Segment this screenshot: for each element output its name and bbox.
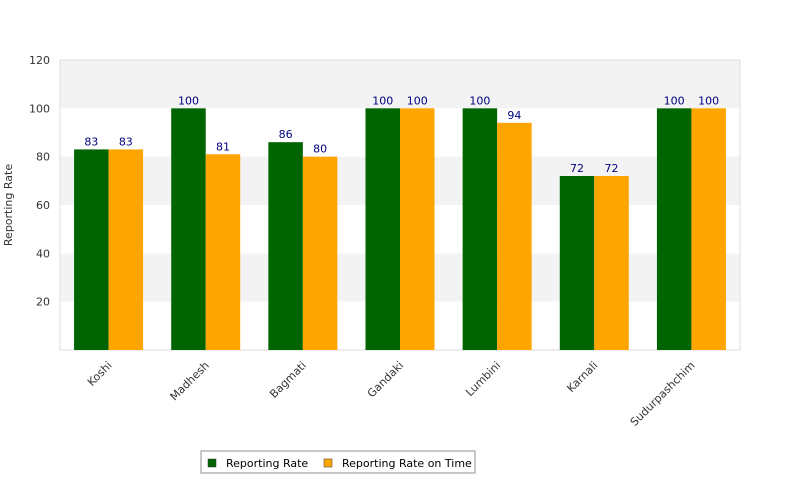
bar xyxy=(108,149,144,350)
bar xyxy=(171,108,206,350)
x-tick-label: Karnali xyxy=(564,359,600,395)
data-label: 100 xyxy=(178,94,199,107)
data-label: 100 xyxy=(407,94,428,107)
x-tick-label: Koshi xyxy=(85,359,115,389)
y-axis-ticks: 20 40 60 80 100 120 xyxy=(29,54,50,309)
data-label: 100 xyxy=(664,94,685,107)
x-axis-ticks: Koshi Madhesh Bagmati Gandaki Lumbini Karnali… xyxy=(85,359,698,429)
data-labels-group: 83 83 100 81 86 80 100 100 100 94 72 72 100 100 xyxy=(84,94,719,175)
bar xyxy=(497,122,532,350)
data-label: 80 xyxy=(313,143,327,156)
bar xyxy=(559,176,595,350)
y-tick-label: 120 xyxy=(29,54,50,67)
data-label: 83 xyxy=(119,135,133,148)
legend-box xyxy=(200,450,476,474)
bar xyxy=(400,108,435,350)
bar xyxy=(302,156,338,350)
data-label: 81 xyxy=(216,140,230,153)
bar xyxy=(656,108,692,350)
legend: Reporting Rate Reporting Rate on Time xyxy=(200,450,476,474)
x-tick-label: Bagmati xyxy=(267,359,309,401)
x-tick-label: Gandaki xyxy=(365,359,406,400)
data-label: 94 xyxy=(507,109,521,122)
data-label: 100 xyxy=(698,94,719,107)
data-label: 100 xyxy=(469,94,490,107)
data-label: 86 xyxy=(279,128,293,141)
x-tick-label: Sudurpashchim xyxy=(628,359,698,429)
bar xyxy=(365,108,400,350)
bar xyxy=(691,108,726,350)
data-label: 83 xyxy=(84,135,98,148)
y-tick-label: 40 xyxy=(36,247,50,260)
legend-label: Reporting Rate xyxy=(226,457,308,470)
bar xyxy=(594,176,629,350)
data-label: 100 xyxy=(372,94,393,107)
y-axis-title: Reporting Rate xyxy=(2,164,15,246)
bar xyxy=(205,154,241,350)
x-tick-label: Lumbini xyxy=(463,359,503,399)
bar xyxy=(74,149,109,350)
legend-label: Reporting Rate on Time xyxy=(342,457,472,470)
y-tick-label: 80 xyxy=(36,151,50,164)
grid-band xyxy=(60,60,740,109)
data-label: 72 xyxy=(605,162,619,175)
bar xyxy=(462,108,498,350)
y-tick-label: 20 xyxy=(36,296,50,309)
bar xyxy=(268,142,303,350)
bars-group xyxy=(74,108,726,350)
legend-swatch xyxy=(207,458,217,468)
data-label: 72 xyxy=(570,162,584,175)
x-tick-label: Madhesh xyxy=(168,359,212,403)
legend-swatch xyxy=(323,458,333,468)
y-tick-label: 60 xyxy=(36,199,50,212)
y-tick-label: 100 xyxy=(29,102,50,115)
